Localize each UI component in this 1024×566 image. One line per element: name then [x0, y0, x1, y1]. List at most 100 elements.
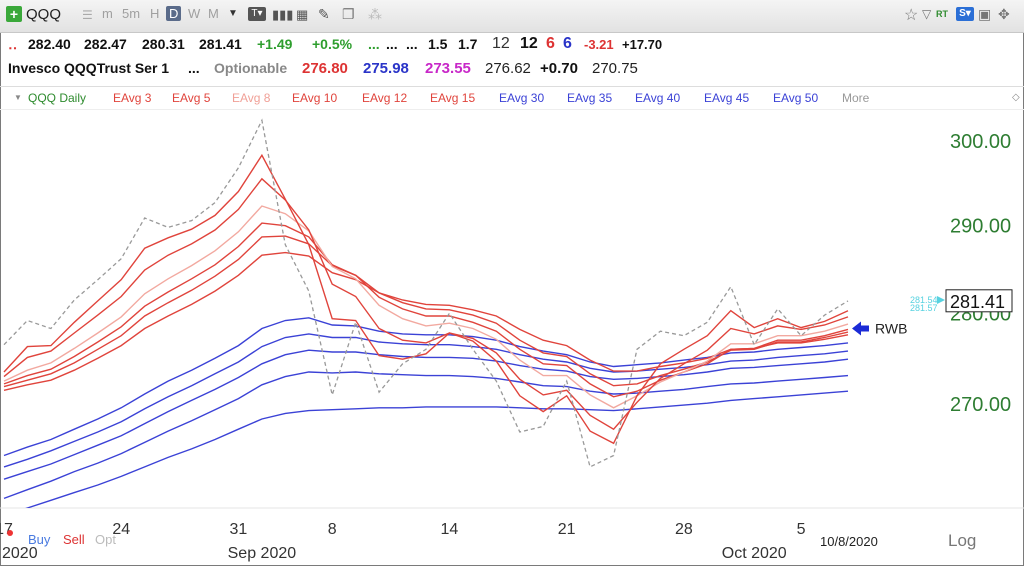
studies-bar: ▼ QQQ Daily EAvg 3 EAvg 5 EAvg 8 EAvg 10… — [0, 86, 1024, 110]
study-eavg-45[interactable]: EAvg 45 — [704, 91, 750, 105]
x-tick-label: 8 — [328, 521, 337, 538]
quote-change-pct: +0.5% — [312, 36, 353, 52]
small-price-label: 281.57 — [910, 303, 938, 313]
rwb-arrow-icon — [852, 321, 869, 336]
draw-tool-icon[interactable]: ✎ — [318, 6, 330, 22]
quote2-p6: 270.75 — [592, 60, 638, 77]
timeframe-m[interactable]: m — [102, 6, 113, 21]
series-line-eavg-35 — [3, 333, 849, 468]
x-period-label: Sep 2020 — [228, 545, 297, 562]
study-eavg-35[interactable]: EAvg 35 — [567, 91, 613, 105]
quote2-p1: 276.80 — [302, 60, 348, 77]
studies-more[interactable]: More — [842, 91, 870, 105]
save-icon[interactable]: ▣ — [978, 6, 992, 22]
x-tick-label: 14 — [441, 521, 459, 538]
quote2-dots: ... — [188, 60, 200, 76]
x-tick-label: 31 — [230, 521, 248, 538]
timeframe-w[interactable]: W — [188, 6, 201, 21]
quote-dots-3: ... — [406, 36, 418, 52]
quote2-p2: 275.98 — [363, 60, 409, 77]
timeframe-d[interactable]: D — [166, 6, 182, 21]
study-eavg-5[interactable]: EAvg 5 — [172, 91, 211, 105]
study-eavg-50[interactable]: EAvg 50 — [773, 91, 819, 105]
quote-v4: 12 — [520, 35, 538, 52]
sell-label: Sell — [63, 532, 85, 547]
price-line — [3, 118, 849, 468]
symbol-list-icon[interactable]: ☰ — [82, 8, 93, 22]
study-eavg-15[interactable]: EAvg 15 — [430, 91, 476, 105]
toolbar: + QQQ ☰ m 5m H D W M ▼ T▾ ▮▮▮ ▦ ✎ ❐ ⁂ ☆ … — [0, 0, 1024, 33]
symbol-field[interactable]: QQQ — [26, 6, 62, 23]
date-label: 10/8/2020 — [820, 534, 878, 549]
study-eavg-10[interactable]: EAvg 10 — [292, 91, 338, 105]
quote-v1: 1.5 — [428, 36, 448, 52]
study-eavg-12[interactable]: EAvg 12 — [362, 91, 408, 105]
quote-v7: -3.21 — [584, 37, 614, 52]
optionable-label: Optionable — [214, 60, 288, 76]
study-eavg-30[interactable]: EAvg 30 — [499, 91, 545, 105]
study-eavg-40[interactable]: EAvg 40 — [635, 91, 681, 105]
log-scale-label: Log — [948, 531, 976, 550]
quote2-p3: 273.55 — [425, 60, 471, 77]
quote-change: +1.49 — [257, 36, 293, 52]
quote-v8: +17.70 — [622, 37, 663, 52]
series-line-eavg-8 — [3, 205, 849, 409]
series-line-eavg-40 — [3, 349, 849, 480]
rwb-annotation: RWB — [875, 321, 907, 337]
rt-icon[interactable]: RT — [936, 9, 948, 19]
series-line-eavg-5 — [3, 177, 849, 431]
quote-low: 280.31 — [142, 36, 185, 52]
favorite-star-icon[interactable]: ☆ — [904, 7, 919, 24]
series-line-eavg-45 — [3, 371, 849, 500]
link-icon[interactable]: ⁂ — [368, 6, 382, 22]
timeframe-dropdown-icon[interactable]: ▼ — [228, 8, 238, 19]
study-main[interactable]: QQQ Daily — [28, 91, 87, 105]
x-period-label: Oct 2020 — [722, 545, 787, 562]
quote-v3: 12 — [492, 35, 510, 52]
chart-type-icon[interactable]: T▾ — [248, 7, 266, 21]
opt-label: Opt — [95, 532, 116, 547]
study-caret-icon[interactable]: ▼ — [14, 93, 22, 102]
scan-button-icon[interactable]: S▾ — [956, 7, 974, 21]
small-price-label: 281.54 — [910, 295, 938, 305]
quote-open: 282.40 — [28, 36, 71, 52]
timeframe-h[interactable]: H — [150, 6, 160, 21]
filter-icon[interactable]: ▽ — [922, 7, 932, 21]
series-line-eavg-10 — [3, 222, 849, 398]
buy-label: Buy — [28, 532, 51, 547]
x-tick-label: 28 — [675, 521, 693, 538]
quote-v5: 6 — [546, 35, 555, 52]
trade-marker-icon — [7, 530, 13, 536]
quote-dots-1: ... — [368, 36, 380, 52]
study-eavg-8[interactable]: EAvg 8 — [232, 91, 271, 105]
quote-last: 281.41 — [199, 36, 242, 52]
timeframe-m-monthly[interactable]: M — [208, 6, 219, 21]
last-price-box — [945, 289, 1013, 313]
x-tick-label: 24 — [112, 521, 130, 538]
y-tick-label: 290.00 — [950, 216, 1011, 238]
bar-chart-icon[interactable]: ▮▮▮ — [272, 7, 294, 22]
timeframe-5m[interactable]: 5m — [122, 6, 141, 21]
quote-dots-red: ‥ — [8, 36, 18, 52]
add-symbol-icon[interactable]: + — [6, 6, 22, 22]
quote2-p5: +0.70 — [540, 60, 578, 77]
y-tick-label: 270.00 — [950, 394, 1011, 416]
x-period-label: 2020 — [2, 545, 38, 562]
quote-high: 282.47 — [84, 36, 127, 52]
price-marker-icon — [937, 295, 945, 304]
quote2-p4: 276.62 — [485, 60, 531, 77]
last-price-label: 281.41 — [950, 292, 1005, 312]
series-line-eavg-15 — [3, 251, 849, 391]
quote-dots-2: ... — [386, 36, 398, 52]
series-line-eavg-30 — [3, 317, 849, 457]
panel-collapse-icon[interactable]: ◇ — [1012, 92, 1020, 103]
study-eavg-3[interactable]: EAvg 3 — [113, 91, 152, 105]
security-name: Invesco QQQTrust Ser 1 — [8, 60, 170, 76]
x-tick-label: 5 — [797, 521, 806, 538]
indicator-icon[interactable]: ▦ — [296, 7, 309, 22]
series-line-eavg-3 — [3, 153, 849, 445]
layout-icon[interactable]: ❐ — [342, 6, 355, 22]
quote-v6: 6 — [563, 35, 572, 52]
move-icon[interactable]: ✥ — [998, 6, 1010, 22]
